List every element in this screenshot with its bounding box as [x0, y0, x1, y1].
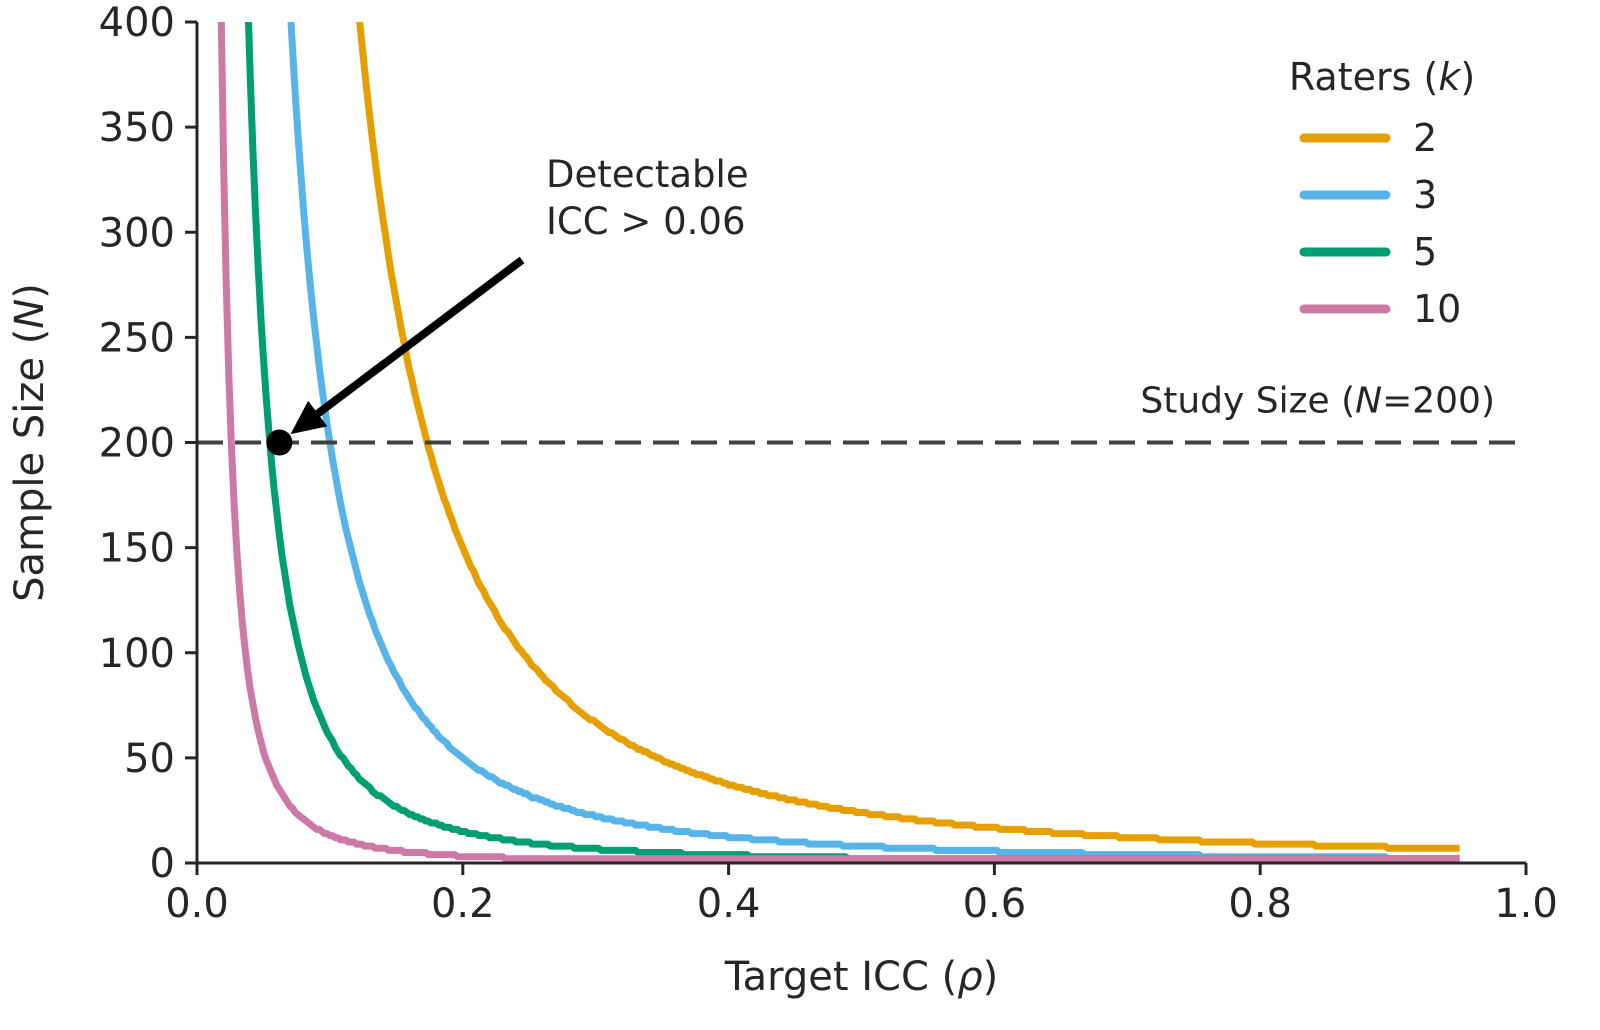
y-tick-label: 50	[124, 736, 175, 782]
series-line-k10	[217, 22, 1461, 863]
y-tick-label: 200	[99, 421, 175, 467]
x-tick-label: 0.2	[431, 881, 495, 927]
annotation-arrow-head	[290, 400, 328, 435]
y-tick-label: 300	[99, 210, 175, 256]
legend-items: 2 3 5 10	[1299, 116, 1461, 331]
x-axis: 0.0 0.2 0.4 0.6 0.8 1.0	[165, 861, 1558, 927]
series-line-k5	[245, 22, 1461, 863]
y-tick-label: 400	[99, 0, 175, 46]
y-ticks: 0 50 100 150 200 250 300 350 400	[99, 0, 197, 887]
x-tick-label: 1.0	[1494, 881, 1558, 927]
legend-title: Raters (k)	[1289, 55, 1475, 99]
y-tick-label: 0	[150, 841, 175, 887]
legend-label-k2: 2	[1413, 116, 1437, 160]
detectable-icc-marker	[266, 429, 293, 456]
plot-area	[197, 22, 1526, 863]
x-tick-label: 0.4	[697, 881, 761, 927]
y-tick-label: 250	[99, 315, 175, 361]
series-layer	[217, 22, 1461, 863]
legend-label-k5: 5	[1413, 230, 1437, 274]
x-tick-label: 0.8	[1228, 881, 1292, 927]
annotation-arrow-shaft	[315, 256, 525, 417]
annotation-line-2: ICC > 0.06	[546, 200, 746, 243]
y-tick-label: 150	[99, 526, 175, 572]
series-line-k2	[356, 22, 1461, 852]
series-line-k3	[287, 22, 1461, 863]
y-axis-title: Sample Size (N)	[7, 283, 53, 602]
legend-label-k3: 3	[1413, 173, 1437, 217]
x-tick-label: 0.6	[963, 881, 1027, 927]
x-ticks: 0.0 0.2 0.4 0.6 0.8 1.0	[165, 863, 1558, 927]
study-size-label: Study Size (N=200)	[1140, 381, 1495, 422]
x-axis-title: Target ICC (ρ)	[724, 954, 998, 1000]
x-tick-label: 0.0	[165, 881, 229, 927]
y-tick-label: 350	[99, 105, 175, 151]
legend-label-k10: 10	[1413, 287, 1461, 331]
y-axis: 0 50 100 150 200 250 300 350 400	[99, 0, 199, 887]
annotation-line-1: Detectable	[546, 153, 749, 196]
y-tick-label: 100	[99, 631, 175, 677]
legend: Raters (k) 2 3 5 10	[1289, 55, 1475, 331]
